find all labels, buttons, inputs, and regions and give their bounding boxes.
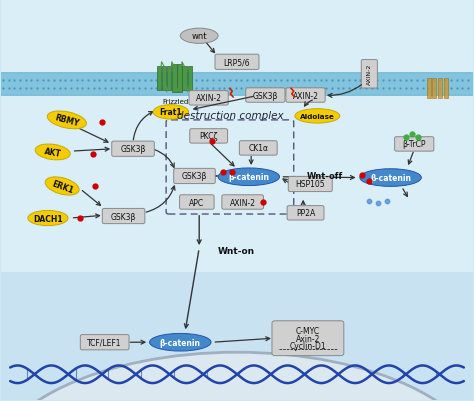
- FancyBboxPatch shape: [395, 138, 434, 152]
- Ellipse shape: [0, 352, 474, 401]
- Bar: [172, 65, 176, 93]
- Bar: [0, 75, 474, 95]
- FancyBboxPatch shape: [286, 89, 325, 103]
- Text: Wnt-on: Wnt-on: [218, 246, 255, 255]
- FancyBboxPatch shape: [287, 206, 324, 221]
- Ellipse shape: [153, 105, 189, 120]
- Bar: [438, 79, 442, 99]
- Ellipse shape: [45, 177, 79, 196]
- Text: β-catenin: β-catenin: [160, 338, 201, 347]
- FancyBboxPatch shape: [173, 169, 215, 184]
- Text: ERK1: ERK1: [50, 178, 74, 194]
- Text: CK1α: CK1α: [248, 144, 268, 153]
- Text: Axin-2: Axin-2: [296, 334, 320, 343]
- Bar: [427, 79, 431, 99]
- Text: Aldolase: Aldolase: [300, 113, 335, 119]
- Bar: [167, 67, 172, 91]
- Text: TCF/LEF1: TCF/LEF1: [87, 338, 122, 347]
- Bar: [177, 65, 182, 93]
- Text: β-catenin: β-catenin: [228, 173, 269, 182]
- Ellipse shape: [47, 112, 86, 130]
- Text: Wnt-off: Wnt-off: [306, 172, 343, 181]
- FancyBboxPatch shape: [80, 335, 129, 350]
- Text: AXIN-2: AXIN-2: [292, 91, 319, 100]
- Bar: [432, 79, 437, 99]
- Bar: [0, 73, 474, 97]
- Text: AXIN-2: AXIN-2: [367, 64, 372, 85]
- Text: GSK3β: GSK3β: [253, 91, 278, 100]
- Text: AKT: AKT: [44, 147, 62, 158]
- Ellipse shape: [28, 211, 68, 226]
- FancyBboxPatch shape: [272, 321, 344, 356]
- Text: destruction complex: destruction complex: [177, 111, 283, 121]
- FancyBboxPatch shape: [180, 195, 214, 210]
- Text: C-MYC: C-MYC: [296, 326, 320, 335]
- FancyBboxPatch shape: [246, 89, 285, 103]
- Ellipse shape: [150, 334, 211, 351]
- Text: APC: APC: [189, 198, 204, 207]
- Text: LRP5/6: LRP5/6: [224, 58, 250, 67]
- Bar: [444, 79, 448, 99]
- Bar: [162, 67, 166, 91]
- Bar: [157, 67, 161, 91]
- FancyBboxPatch shape: [190, 130, 228, 144]
- FancyBboxPatch shape: [361, 61, 377, 89]
- Ellipse shape: [360, 169, 421, 187]
- FancyBboxPatch shape: [189, 91, 228, 106]
- Ellipse shape: [35, 145, 70, 160]
- Text: GSK3β: GSK3β: [182, 172, 207, 181]
- Ellipse shape: [295, 109, 340, 124]
- Text: RBMY: RBMY: [54, 113, 80, 128]
- FancyBboxPatch shape: [222, 195, 264, 210]
- Text: GSK3β: GSK3β: [120, 145, 146, 154]
- Ellipse shape: [218, 168, 280, 186]
- Bar: [188, 67, 192, 91]
- Text: AXIN-2: AXIN-2: [230, 198, 255, 207]
- Bar: [0, 272, 474, 400]
- Text: PKCζ: PKCζ: [200, 132, 218, 141]
- FancyBboxPatch shape: [215, 55, 259, 70]
- Text: β-TrCP: β-TrCP: [402, 140, 426, 149]
- Text: Frizzled: Frizzled: [163, 99, 189, 105]
- Ellipse shape: [180, 29, 218, 44]
- Text: wnt: wnt: [191, 32, 207, 41]
- FancyBboxPatch shape: [288, 177, 332, 192]
- FancyBboxPatch shape: [112, 142, 155, 157]
- Text: HSP105: HSP105: [295, 180, 325, 189]
- Text: DACH1: DACH1: [33, 214, 63, 223]
- Text: β-catenin: β-catenin: [370, 174, 411, 182]
- Text: AXIN-2: AXIN-2: [196, 94, 222, 103]
- Text: PP2A: PP2A: [296, 209, 315, 218]
- FancyBboxPatch shape: [102, 209, 145, 224]
- Bar: [182, 67, 187, 91]
- Text: Cyclin-D1: Cyclin-D1: [290, 341, 326, 350]
- Text: GSK3β: GSK3β: [111, 212, 136, 221]
- Text: Frat1: Frat1: [160, 108, 182, 117]
- FancyBboxPatch shape: [239, 142, 277, 156]
